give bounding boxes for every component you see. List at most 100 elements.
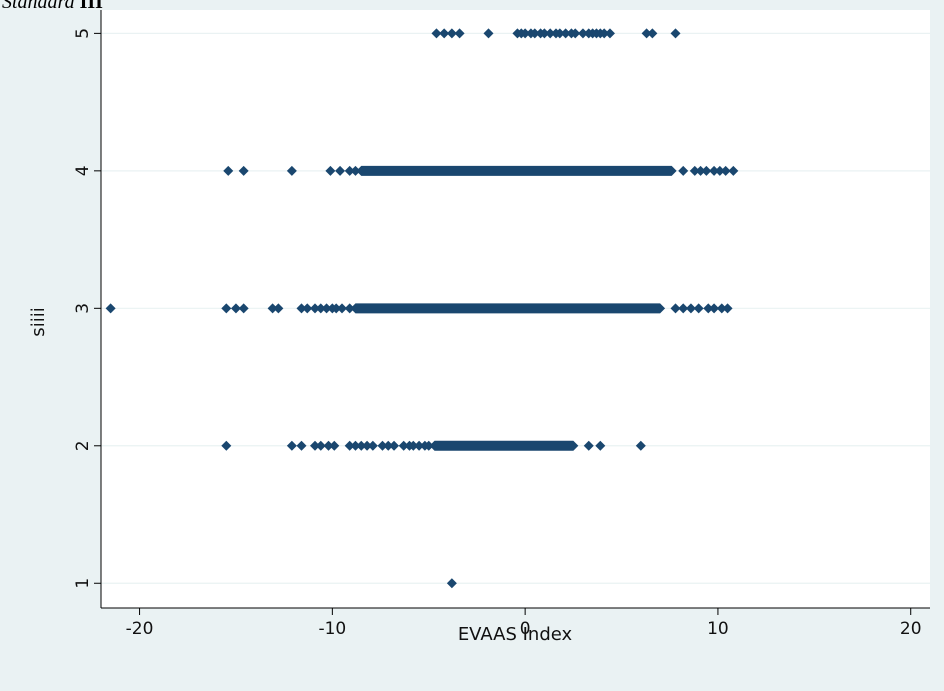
- data-point: [641, 28, 652, 39]
- data-point: [539, 28, 550, 39]
- y-axis-label: siiii: [28, 307, 49, 336]
- y-axis: 1 2 3 4 5: [73, 28, 101, 589]
- x-tick-label: 10: [707, 619, 729, 639]
- data-point: [423, 440, 434, 451]
- data-point: [383, 440, 394, 451]
- y-tick-label: 1: [73, 578, 93, 589]
- data-point: [336, 303, 347, 314]
- data-point: [367, 440, 378, 451]
- data-point: [315, 440, 326, 451]
- dense-point-cluster: [429, 440, 579, 451]
- data-point: [439, 28, 450, 39]
- data-point: [678, 165, 689, 176]
- data-point: [431, 28, 442, 39]
- data-point: [583, 440, 594, 451]
- data-point: [595, 440, 606, 451]
- data-point: [722, 303, 733, 314]
- data-point: [344, 440, 355, 451]
- heading-standard: Standard: [2, 0, 80, 13]
- data-point: [695, 165, 706, 176]
- data-point: [599, 28, 610, 39]
- y-tick-label: 5: [73, 28, 93, 39]
- data-point: [323, 440, 334, 451]
- data-point: [454, 28, 465, 39]
- data-point: [647, 28, 658, 39]
- data-point: [689, 165, 700, 176]
- data-point: [398, 440, 409, 451]
- heading-number: III: [79, 0, 103, 13]
- y-tick-label: 4: [73, 165, 93, 176]
- data-point: [344, 303, 355, 314]
- y-tick-label: 3: [73, 303, 93, 314]
- data-point: [483, 28, 494, 39]
- x-tick-label: 20: [900, 619, 922, 639]
- data-point: [635, 440, 646, 451]
- data-point: [335, 165, 346, 176]
- x-axis: -20 -10 0 10 20: [126, 608, 922, 639]
- data-point: [716, 303, 727, 314]
- data-point: [714, 165, 725, 176]
- data-point: [720, 165, 731, 176]
- data-point: [446, 28, 457, 39]
- section-heading: Standard III: [2, 0, 103, 14]
- data-point: [670, 303, 681, 314]
- data-point: [728, 165, 739, 176]
- data-point: [709, 165, 720, 176]
- data-point: [238, 165, 249, 176]
- data-point: [529, 28, 540, 39]
- data-point: [520, 28, 531, 39]
- data-point: [302, 303, 313, 314]
- data-point: [377, 440, 388, 451]
- data-point: [344, 165, 355, 176]
- data-point: [570, 28, 581, 39]
- data-point: [296, 440, 307, 451]
- data-point: [105, 303, 116, 314]
- data-point: [446, 578, 457, 589]
- data-point: [221, 440, 232, 451]
- data-point: [223, 165, 234, 176]
- data-point: [604, 28, 615, 39]
- data-point: [315, 303, 326, 314]
- data-point: [389, 440, 400, 451]
- data-point: [356, 440, 367, 451]
- dense-point-cluster: [356, 165, 677, 176]
- x-tick-label: -20: [126, 619, 154, 639]
- data-point: [670, 28, 681, 39]
- data-point: [560, 28, 571, 39]
- data-point: [362, 440, 373, 451]
- data-point: [554, 28, 565, 39]
- data-point: [414, 440, 425, 451]
- data-points: [105, 28, 739, 589]
- data-point: [577, 28, 588, 39]
- data-point: [693, 303, 704, 314]
- data-point: [230, 303, 241, 314]
- data-point: [685, 303, 696, 314]
- data-point: [331, 303, 342, 314]
- data-point: [286, 440, 297, 451]
- data-point: [701, 165, 712, 176]
- y-tick-label: 2: [73, 440, 93, 451]
- data-point: [309, 303, 320, 314]
- data-point: [286, 165, 297, 176]
- x-tick-label: -10: [318, 619, 346, 639]
- data-point: [325, 165, 336, 176]
- data-point: [309, 440, 320, 451]
- data-point: [703, 303, 714, 314]
- data-point: [296, 303, 307, 314]
- data-point: [350, 165, 361, 176]
- data-point: [321, 303, 332, 314]
- x-tick-label: 0: [520, 619, 531, 639]
- data-point: [273, 303, 284, 314]
- data-point: [238, 303, 249, 314]
- data-point: [408, 440, 419, 451]
- dense-point-cluster: [350, 303, 666, 314]
- data-point: [221, 303, 232, 314]
- data-point: [709, 303, 720, 314]
- data-point: [350, 440, 361, 451]
- x-axis-label: EVAAS Index: [458, 624, 573, 645]
- data-point: [267, 303, 278, 314]
- data-point: [545, 28, 556, 39]
- data-point: [678, 303, 689, 314]
- data-point: [329, 440, 340, 451]
